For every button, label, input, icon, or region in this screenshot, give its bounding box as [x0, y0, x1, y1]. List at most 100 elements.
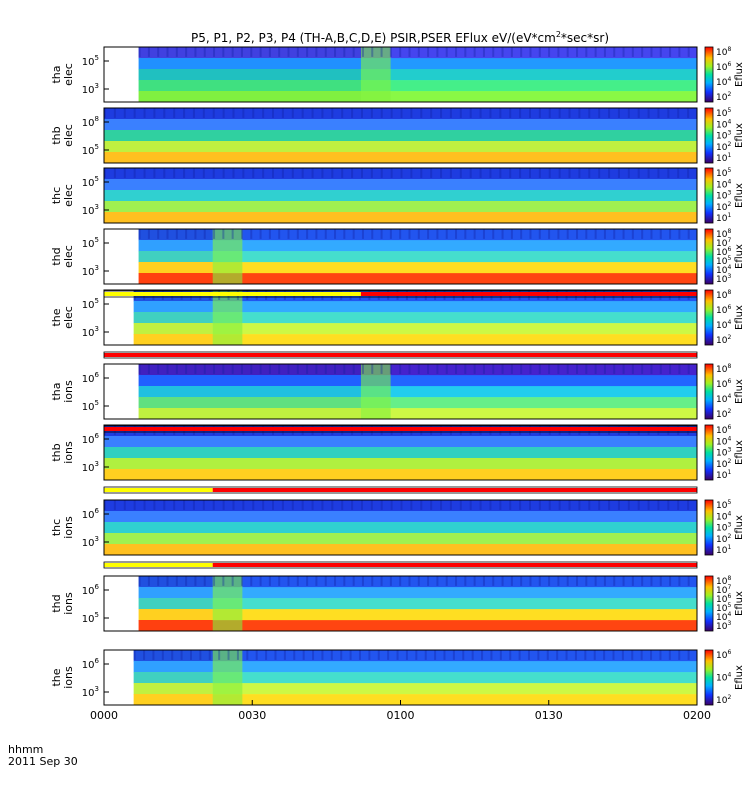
noise-stripe	[631, 229, 634, 239]
colorbar-tick-label: 102	[716, 141, 731, 153]
colorbar-label: Eflux	[734, 183, 745, 208]
energy-band	[104, 168, 697, 180]
colorbar-tick-label: 104	[716, 435, 731, 447]
ytick-label: 106	[82, 507, 100, 521]
noise-stripe	[566, 576, 569, 586]
noise-stripe	[194, 576, 197, 586]
noise-stripe	[598, 168, 601, 178]
noise-stripe	[113, 500, 116, 510]
noise-stripe	[371, 576, 374, 586]
noise-stripe	[509, 168, 512, 178]
noise-stripe	[678, 650, 681, 660]
noise-stripe	[668, 650, 671, 660]
noise-stripe	[163, 108, 166, 118]
noise-stripe	[519, 500, 522, 510]
ytick-label: 106	[82, 432, 100, 446]
noise-stripe	[603, 576, 606, 586]
noise-stripe	[667, 168, 670, 178]
noise-stripe	[380, 168, 383, 178]
energy-band-late	[212, 323, 697, 335]
noise-stripe	[380, 108, 383, 118]
noise-stripe	[291, 500, 294, 510]
noise-stripe	[199, 650, 202, 660]
noise-stripe	[396, 650, 399, 660]
energy-band	[104, 190, 697, 202]
noise-stripe	[578, 500, 581, 510]
noise-stripe	[315, 364, 318, 374]
noise-stripe	[255, 650, 258, 660]
ytick-label: 105	[82, 175, 99, 189]
noise-stripe	[370, 500, 373, 510]
noise-stripe	[677, 108, 680, 118]
noise-stripe	[268, 47, 271, 57]
noise-stripe	[175, 229, 178, 239]
noise-stripe	[380, 500, 383, 510]
panel-probe-label: tha	[50, 65, 63, 83]
noise-stripe	[520, 364, 523, 374]
noise-stripe	[222, 47, 225, 57]
noise-stripe	[212, 168, 215, 178]
noise-stripe	[464, 47, 467, 57]
noise-stripe	[321, 500, 324, 510]
mode-bar-frame	[103, 561, 698, 569]
ytick-label: 106	[82, 583, 100, 597]
colorbar-tick-label: 101	[716, 469, 731, 481]
panel-probe-label: thc	[50, 519, 63, 536]
energy-band-late	[212, 240, 697, 252]
energy-band-late	[360, 47, 697, 59]
energy-band	[104, 119, 697, 131]
noise-stripe	[473, 576, 476, 586]
panel-species-label: ions	[62, 666, 75, 689]
noise-stripe	[377, 650, 380, 660]
noise-stripe	[250, 229, 253, 239]
mode-bar-segment	[104, 488, 213, 492]
noise-stripe	[157, 229, 160, 239]
noise-stripe	[311, 108, 314, 118]
noise-stripe	[192, 500, 195, 510]
noise-stripe	[203, 47, 206, 57]
noise-stripe	[371, 229, 374, 239]
noise-stripe	[315, 47, 318, 57]
noise-stripe	[427, 47, 430, 57]
noise-stripe	[637, 168, 640, 178]
noise-stripe	[171, 650, 174, 660]
noise-stripe	[163, 500, 166, 510]
noise-stripe	[449, 168, 452, 178]
noise-stripe	[585, 47, 588, 57]
noise-stripe	[440, 168, 443, 178]
noise-stripe	[529, 576, 532, 586]
noise-stripe	[558, 500, 561, 510]
transition-column	[212, 229, 243, 284]
noise-stripe	[380, 47, 383, 57]
noise-stripe	[566, 229, 569, 239]
mode-bars	[103, 290, 698, 569]
noise-stripe	[436, 364, 439, 374]
noise-stripe	[566, 47, 569, 57]
noise-stripe	[687, 576, 690, 586]
noise-stripe	[301, 500, 304, 510]
noise-stripe	[380, 229, 383, 239]
noise-stripe	[334, 47, 337, 57]
panel-species-label: elec	[62, 245, 75, 268]
energy-band-late	[360, 80, 697, 92]
energy-band	[104, 130, 697, 142]
noise-stripe	[678, 47, 681, 57]
noise-stripe	[341, 168, 344, 178]
noise-stripe	[259, 576, 262, 586]
colorbar-tick-label: 103	[716, 273, 731, 285]
noise-stripe	[296, 576, 299, 586]
noise-stripe	[183, 108, 186, 118]
noise-stripe	[627, 500, 630, 510]
panel-ylabel: thcelec	[50, 184, 75, 207]
panel-frame	[103, 499, 698, 556]
colorbar-tick-label: 105	[716, 602, 731, 614]
noise-stripe	[287, 229, 290, 239]
noise-stripe	[659, 47, 662, 57]
noise-stripe	[459, 500, 462, 510]
energy-band-late	[212, 598, 697, 610]
noise-stripe	[622, 364, 625, 374]
energy-band-late	[212, 334, 697, 346]
noise-stripe	[464, 576, 467, 586]
noise-stripe	[370, 108, 373, 118]
colorbar-tick-label: 103	[716, 190, 731, 202]
